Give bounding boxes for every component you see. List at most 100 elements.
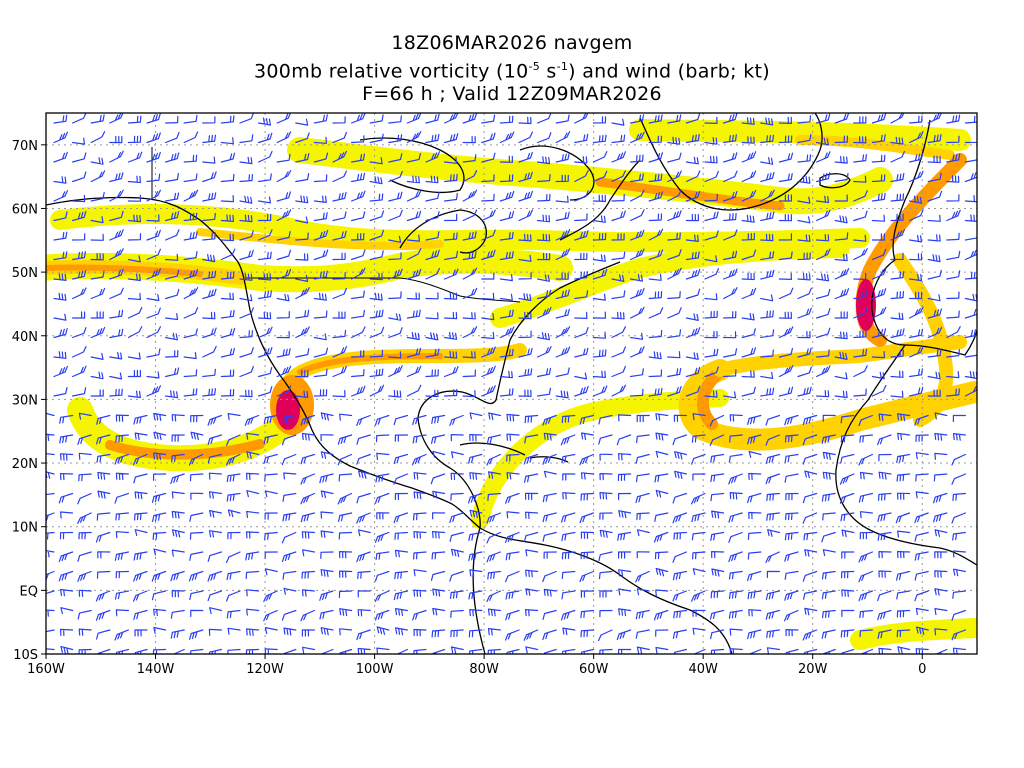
wind-barb [393, 473, 408, 485]
wind-barb [784, 414, 799, 426]
wind-barb [841, 589, 855, 598]
wind-barb [648, 228, 664, 241]
wind-barb [151, 492, 167, 503]
wind-barb [486, 551, 501, 563]
wind-barb [555, 326, 571, 339]
wind-barb [351, 267, 366, 280]
lon-tick-label: 80W [469, 662, 499, 677]
wind-barb [871, 306, 887, 319]
wind-barb [840, 629, 855, 638]
wind-barb [239, 389, 253, 398]
wind-barb [816, 327, 831, 339]
wind-barb [635, 453, 650, 464]
wind-barb [165, 390, 179, 399]
wind-barb [351, 113, 366, 124]
wind-barb [611, 233, 625, 241]
wind-barb [853, 234, 867, 242]
wind-barb [618, 414, 632, 422]
wind-barb [561, 551, 576, 560]
wind-barb [877, 590, 892, 602]
wind-barb [729, 492, 743, 500]
wind-barb [878, 551, 892, 559]
wind-barb [406, 292, 420, 300]
wind-barb [469, 412, 483, 420]
wind-barb [207, 551, 222, 562]
wind-barb [202, 270, 217, 280]
wind-barb [300, 473, 315, 485]
wind-barb [276, 348, 291, 358]
wind-barb [741, 249, 757, 261]
wind-barb [803, 648, 818, 654]
wind-barb [246, 510, 260, 518]
wind-barb [723, 191, 738, 202]
wind-barb [655, 567, 669, 577]
wind-barb [189, 473, 204, 482]
wind-barb [580, 590, 594, 598]
wind-barb [871, 328, 887, 339]
wind-barb [778, 233, 792, 241]
wind-barb [72, 269, 87, 280]
wind-barb [953, 568, 966, 577]
wind-barb [655, 413, 669, 421]
wind-barb [53, 273, 67, 281]
wind-barb [927, 234, 941, 242]
wind-barb [580, 492, 594, 501]
wind-barb [388, 252, 402, 261]
wind-barb [462, 287, 478, 300]
vort-max-iberia [856, 279, 876, 331]
wind-barb [462, 189, 478, 202]
wind-barb [239, 347, 254, 358]
wind-barb [263, 609, 278, 622]
wind-barb [523, 453, 539, 465]
wind-barb [704, 137, 718, 145]
vort-max-baja-core [276, 390, 300, 430]
wind-barb [580, 472, 594, 480]
wind-barb [264, 551, 278, 559]
wind-barb [351, 309, 365, 319]
wind-barb [839, 492, 855, 504]
wind-barb [760, 134, 774, 144]
wind-barb [425, 211, 440, 222]
wind-barb [618, 510, 632, 519]
wind-barb [579, 453, 594, 466]
wind-barb [890, 328, 905, 339]
wind-barb [406, 347, 422, 358]
wind-barb [667, 307, 682, 319]
wind-barb [369, 133, 384, 144]
wind-barb [46, 531, 55, 540]
wind-barb [109, 287, 124, 300]
wind-barb [784, 570, 799, 580]
wind-barb [710, 453, 725, 463]
wind-barb [580, 648, 594, 654]
wind-barb [555, 195, 569, 203]
wind-barb [636, 551, 650, 559]
wind-barb [444, 232, 458, 241]
wind-barb [518, 233, 532, 242]
wind-barb [890, 229, 905, 241]
wind-barb [313, 347, 329, 358]
wind-barb [853, 175, 867, 183]
wind-barb [220, 292, 234, 300]
wind-barb [183, 269, 199, 280]
wind-barb [574, 190, 589, 202]
wind-barb [226, 570, 241, 581]
wind-barb [579, 414, 594, 425]
wind-barb [914, 590, 929, 602]
wind-barb [964, 135, 977, 144]
wind-barb [208, 628, 222, 636]
wind-barb [481, 193, 495, 202]
wind-barb [258, 311, 272, 320]
wind-barb [96, 434, 111, 445]
wind-barb [339, 608, 353, 617]
wind-barb [560, 609, 576, 621]
wind-barb [618, 453, 632, 461]
wind-barb [78, 531, 92, 540]
wind-barb [53, 351, 67, 359]
wind-barb [153, 431, 167, 441]
wind-barb [263, 414, 278, 425]
wind-barb [834, 194, 848, 202]
wind-barb [97, 490, 111, 499]
wind-barb [723, 287, 738, 300]
wind-barb [592, 151, 608, 163]
wind-barb [246, 432, 260, 440]
